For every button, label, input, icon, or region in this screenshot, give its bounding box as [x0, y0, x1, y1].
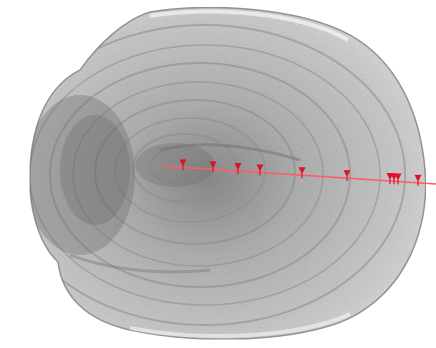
annulus-marker	[394, 173, 402, 181]
otolith-body	[29, 6, 427, 340]
annulus-marker	[256, 164, 264, 172]
annulus-marker	[343, 170, 351, 178]
annulus-markers	[179, 159, 422, 186]
annulus-marker	[414, 174, 422, 182]
annulus-marker	[179, 159, 187, 167]
annulus-marker	[298, 167, 306, 175]
annulus-marker	[234, 162, 242, 170]
annulus-marker	[209, 161, 217, 169]
